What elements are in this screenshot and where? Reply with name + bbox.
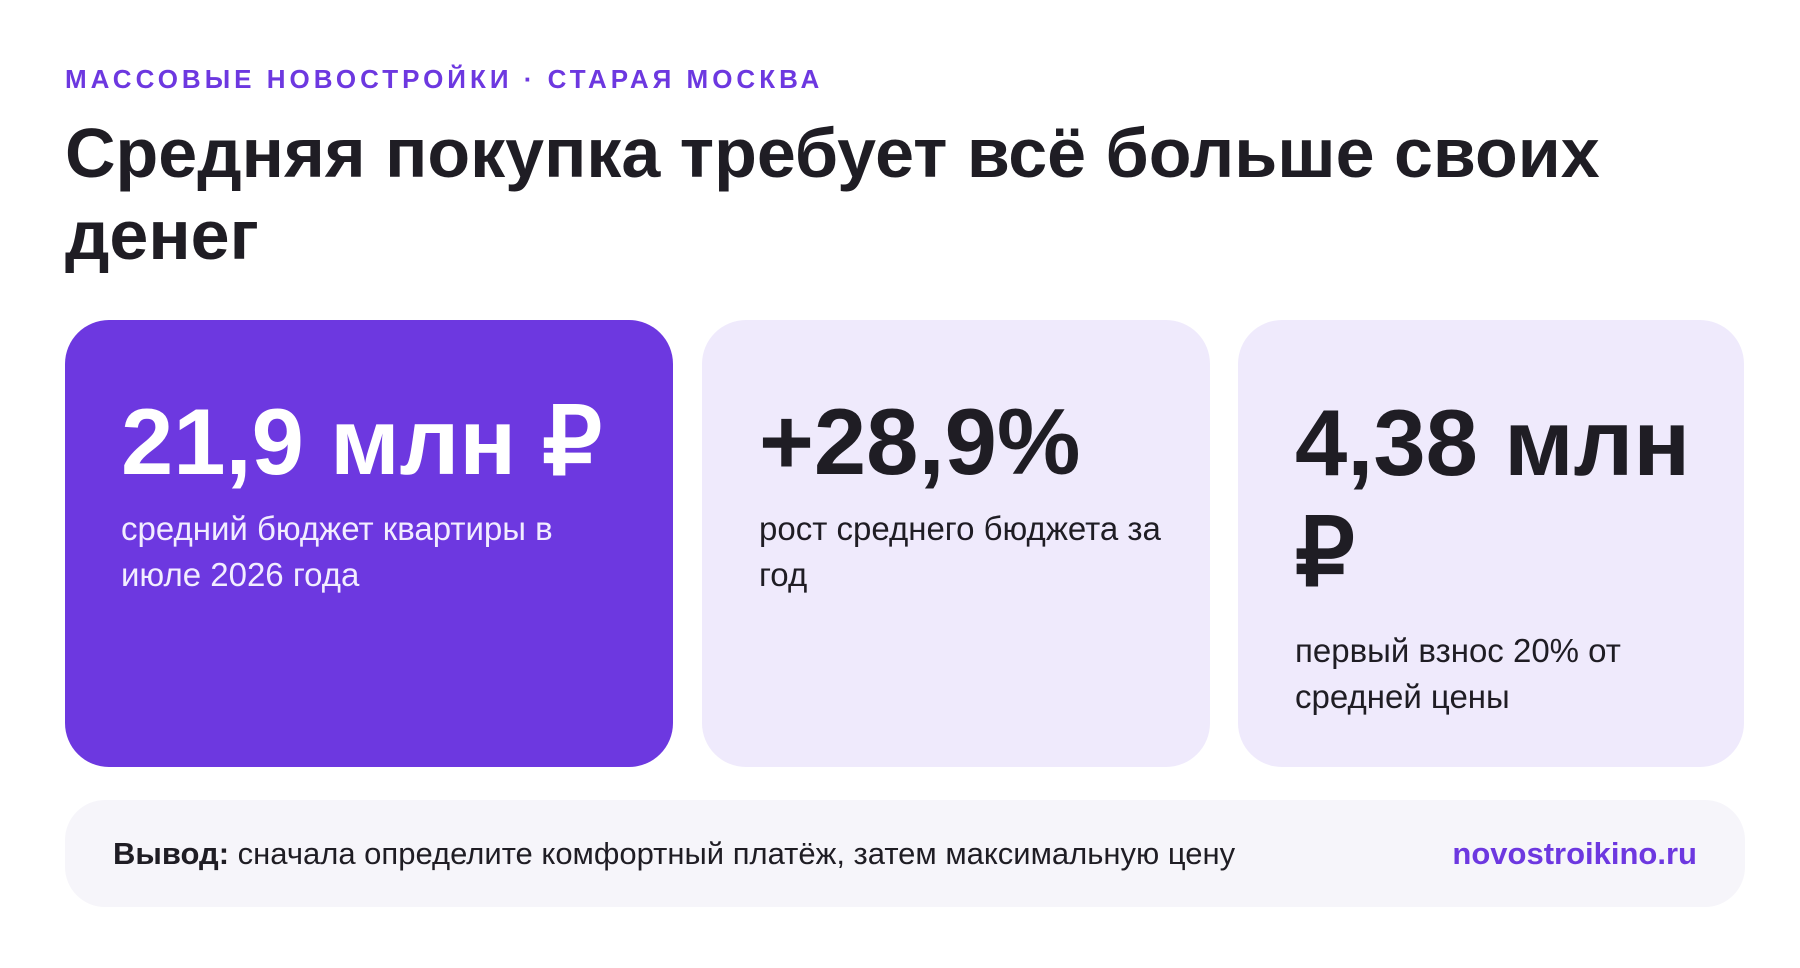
page-title: Средняя покупка требует всё больше своих…: [65, 114, 1600, 274]
stat-caption: средний бюджет квартиры в июле 2026 года: [121, 510, 553, 593]
stat-caption: рост среднего бюджета за год: [759, 510, 1161, 593]
stat-caption: первый взнос 20% от средней цены: [1295, 632, 1621, 715]
site-link[interactable]: novostroikino.ru: [1452, 835, 1697, 871]
conclusion-text: Вывод: сначала определите комфортный пла…: [113, 836, 1235, 872]
conclusion-body: сначала определите комфортный платёж, за…: [229, 835, 1236, 871]
stat-card-down-payment: 4,38 млн ₽ первый взнос 20% от средней ц…: [1238, 320, 1744, 767]
stat-value: 21,9 млн ₽: [121, 389, 603, 494]
conclusion-bar: Вывод: сначала определите комфортный пла…: [65, 800, 1745, 907]
conclusion-label: Вывод:: [113, 835, 230, 871]
stat-card-budget-growth: +28,9% рост среднего бюджета за год: [702, 320, 1210, 767]
kicker-label: МАССОВЫЕ НОВОСТРОЙКИ · СТАРАЯ МОСКВА: [65, 64, 824, 94]
stat-value: 4,38 млн ₽: [1295, 390, 1691, 605]
stat-card-average-budget: 21,9 млн ₽ средний бюджет квартиры в июл…: [65, 320, 673, 767]
stat-value: +28,9%: [759, 389, 1081, 494]
